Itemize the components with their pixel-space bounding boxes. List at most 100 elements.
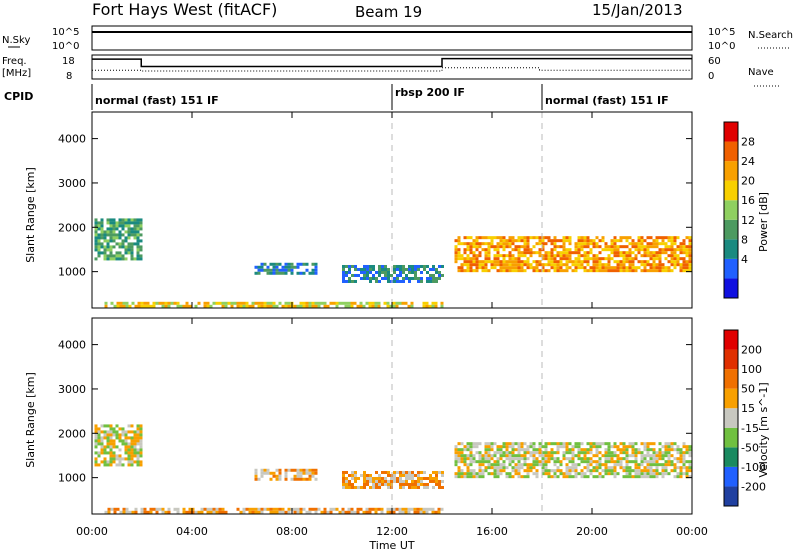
data-pixel (574, 475, 578, 479)
data-pixel (676, 245, 680, 249)
data-pixel (517, 454, 521, 458)
data-pixel (496, 460, 500, 464)
data-pixel (511, 448, 515, 452)
data-pixel (577, 239, 581, 243)
data-pixel (118, 457, 122, 461)
data-pixel (423, 470, 426, 474)
data-pixel (562, 454, 566, 458)
data-pixel (399, 482, 402, 486)
data-pixel (583, 242, 587, 246)
data-pixel (490, 242, 494, 246)
data-pixel (338, 301, 342, 305)
data-pixel (553, 269, 557, 273)
data-pixel (673, 236, 677, 240)
data-pixel (119, 304, 123, 308)
data-pixel (251, 301, 255, 305)
data-pixel (469, 451, 473, 455)
data-pixel (565, 466, 569, 470)
data-pixel (203, 301, 207, 305)
data-pixel (613, 469, 617, 473)
data-pixel (366, 476, 369, 480)
data-pixel (634, 457, 638, 461)
data-pixel (109, 251, 113, 255)
data-pixel (592, 469, 596, 473)
data-pixel (598, 451, 602, 455)
data-pixel (429, 476, 432, 480)
data-pixel (565, 445, 569, 449)
data-pixel (529, 451, 533, 455)
data-pixel (296, 510, 300, 514)
data-pixel (182, 510, 186, 514)
data-pixel (607, 454, 611, 458)
data-pixel (441, 470, 444, 474)
data-pixel (610, 239, 614, 243)
data-pixel (580, 236, 584, 240)
data-pixel (314, 262, 318, 266)
data-pixel (366, 473, 369, 477)
data-pixel (242, 304, 246, 308)
data-pixel (354, 264, 357, 268)
data-pixel (541, 248, 545, 252)
data-pixel (284, 271, 288, 275)
data-pixel (484, 242, 488, 246)
data-pixel (673, 469, 677, 473)
data-pixel (475, 266, 479, 270)
data-pixel (670, 242, 674, 246)
data-pixel (643, 269, 647, 273)
data-pixel (583, 454, 587, 458)
data-pixel (613, 269, 617, 273)
data-pixel (387, 470, 390, 474)
data-pixel (136, 454, 140, 458)
data-pixel (152, 301, 156, 305)
data-pixel (565, 457, 569, 461)
data-pixel (589, 442, 593, 446)
data-pixel (375, 482, 378, 486)
data-pixel (634, 245, 638, 249)
data-pixel (143, 510, 147, 514)
data-pixel (420, 470, 423, 474)
data-pixel (440, 301, 444, 305)
data-pixel (469, 463, 473, 467)
data-pixel (667, 245, 671, 249)
data-pixel (121, 233, 125, 237)
data-pixel (405, 470, 408, 474)
data-pixel (472, 239, 476, 243)
data-pixel (372, 485, 375, 489)
data-pixel (511, 254, 515, 258)
data-pixel (112, 257, 116, 261)
data-pixel (508, 251, 512, 255)
data-pixel (133, 445, 137, 449)
data-pixel (643, 460, 647, 464)
data-pixel (622, 448, 626, 452)
data-pixel (384, 276, 387, 280)
data-pixel (613, 454, 617, 458)
data-pixel (604, 245, 608, 249)
data-pixel (514, 442, 518, 446)
data-pixel (598, 269, 602, 273)
data-pixel (559, 460, 563, 464)
data-pixel (514, 269, 518, 273)
data-pixel (574, 266, 578, 270)
data-pixel (517, 257, 521, 261)
data-pixel (643, 239, 647, 243)
data-pixel (586, 245, 590, 249)
data-pixel (435, 470, 438, 474)
data-pixel (562, 242, 566, 246)
data-pixel (136, 236, 140, 240)
data-pixel (622, 260, 626, 264)
data-pixel (478, 469, 482, 473)
data-pixel (634, 242, 638, 246)
data-pixel (643, 472, 647, 476)
data-pixel (532, 445, 536, 449)
data-pixel (363, 479, 366, 483)
data-pixel (454, 239, 458, 243)
data-pixel (625, 472, 629, 476)
data-pixel (287, 262, 291, 266)
data-pixel (390, 476, 393, 480)
data-pixel (139, 248, 143, 252)
data-pixel (251, 304, 255, 308)
data-pixel (658, 263, 662, 267)
data-pixel (520, 445, 524, 449)
